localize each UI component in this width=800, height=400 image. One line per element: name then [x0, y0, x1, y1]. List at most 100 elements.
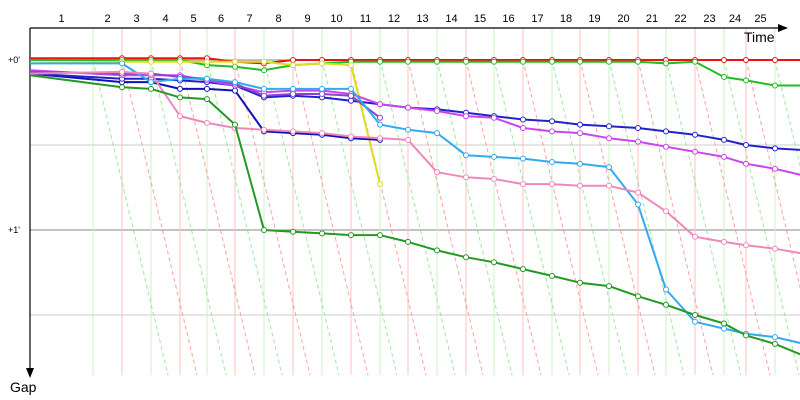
- series-7-point-13: [463, 152, 469, 159]
- lap-label-16: 16: [502, 13, 514, 25]
- series-3-point-5: [232, 87, 238, 94]
- series-4-point-17: [577, 121, 583, 128]
- lap-label-17: 17: [531, 13, 543, 25]
- axis-labels: 1 2 3 4 5 6 7 8 9 10 11 12 13 14 15 16 17 18 19 20 21 22 23 24 2…: [8, 13, 775, 395]
- series-9-point-19: [635, 293, 641, 300]
- series-7-point-24: [772, 334, 778, 341]
- series-9-point-15: [520, 266, 526, 273]
- series-8-point-9: [348, 133, 354, 140]
- lap-label-6: 6: [218, 13, 224, 25]
- series-8-point-6: [261, 126, 267, 133]
- series-7-point-10: [377, 121, 383, 128]
- lap-guide-14: [465, 59, 542, 376]
- series-8-point-15: [520, 181, 526, 188]
- series-7-point-18: [606, 164, 612, 171]
- series-9-point-10: [377, 232, 383, 239]
- series-7-point-5: [232, 79, 238, 86]
- lap-guide-23: [723, 59, 800, 376]
- series-line-1: [30, 59, 800, 87]
- series-4-point-15: [520, 116, 526, 123]
- y-axis-title: Gap: [10, 379, 37, 395]
- series-8-point-16: [549, 181, 555, 188]
- series-7-point-11: [405, 126, 411, 133]
- series-5-point-15: [520, 125, 526, 131]
- series-2-point-5: [232, 58, 238, 65]
- series-9-point-3: [177, 94, 183, 101]
- series-1-point-5: [232, 63, 238, 70]
- series-8-point-14: [491, 176, 497, 182]
- series-8-point-23: [743, 242, 749, 249]
- series-0-point-7: [290, 57, 296, 63]
- series-8-point-24: [772, 245, 778, 252]
- series-4-point-23: [743, 142, 749, 148]
- series-9-point-1: [119, 84, 125, 91]
- series-7-point-1: [119, 60, 125, 67]
- series-4-point-21: [692, 131, 698, 138]
- series-7-point-2: [148, 79, 154, 86]
- lap-label-4: 4: [162, 13, 168, 25]
- series-2-point-8: [319, 60, 325, 67]
- series-8-point-18: [606, 182, 612, 189]
- series-9-point-21: [692, 312, 698, 318]
- series-7-point-20: [663, 286, 669, 293]
- series-5-point-21: [692, 148, 698, 155]
- series-5-point-14: [491, 114, 497, 121]
- lap-label-20: 20: [617, 13, 629, 25]
- lap-guide-17: [551, 59, 628, 376]
- series-1-point-6: [261, 67, 267, 74]
- series-5-point-17: [577, 130, 583, 137]
- series-3-point-4: [204, 85, 210, 92]
- series-6-point-6: [261, 92, 267, 99]
- series-0-point-22: [721, 57, 727, 63]
- series-line-5: [29, 69, 800, 176]
- series-4-point-19: [635, 125, 641, 131]
- series-1-point-15: [520, 58, 526, 65]
- series-4-point-9: [348, 97, 354, 104]
- lap-label-23: 23: [703, 13, 715, 25]
- series-9-point-11: [405, 238, 411, 245]
- series-9-point-20: [663, 301, 669, 308]
- series-8-point-13: [463, 174, 469, 181]
- lap-label-2: 2: [104, 13, 110, 25]
- series-1-point-24: [772, 82, 778, 89]
- series-2-point-3: [177, 58, 183, 65]
- lap-label-3: 3: [133, 13, 139, 25]
- series-5-point-22: [721, 153, 727, 160]
- series-9-point-6: [261, 227, 267, 233]
- series-5-point-23: [743, 160, 749, 167]
- series-0-point-23: [743, 57, 749, 63]
- lap-guide-10: [350, 59, 427, 376]
- lap-guide-7: [263, 59, 340, 376]
- series-1-point-18: [606, 58, 612, 65]
- series-8-point-22: [721, 238, 727, 245]
- series-8-point-4: [204, 119, 210, 126]
- lap-guide-16: [522, 59, 599, 376]
- lap-guide-2: [121, 59, 198, 376]
- series-1-point-16: [549, 58, 555, 65]
- series-5-point-12: [434, 108, 440, 114]
- series-5-point-13: [463, 113, 469, 120]
- x-axis-title: Time: [744, 29, 775, 45]
- series-7-point-4: [204, 75, 210, 82]
- series-4-point-20: [663, 128, 669, 135]
- series-7-point-17: [577, 160, 583, 167]
- lap-label-5: 5: [190, 13, 196, 25]
- series-9-point-7: [290, 228, 296, 235]
- series-9-point-18: [606, 283, 612, 290]
- series-9-point-9: [348, 232, 354, 239]
- series-7-point-19: [635, 201, 641, 208]
- series-7-point-7: [290, 85, 296, 92]
- series-2-point-9: [348, 62, 354, 69]
- lap-guide-20: [637, 59, 714, 376]
- series-1-point-23: [743, 77, 749, 84]
- series-1-point-21: [692, 58, 698, 65]
- series-8-point-21: [692, 233, 698, 240]
- series-8-point-17: [577, 182, 583, 189]
- lap-guide-13: [436, 59, 513, 376]
- lap-label-14: 14: [445, 13, 457, 25]
- series-6-point-9: [348, 92, 354, 99]
- lap-label-1: 1: [58, 13, 64, 25]
- series-2-point-2: [148, 58, 154, 65]
- lap-guide-4: [179, 59, 256, 376]
